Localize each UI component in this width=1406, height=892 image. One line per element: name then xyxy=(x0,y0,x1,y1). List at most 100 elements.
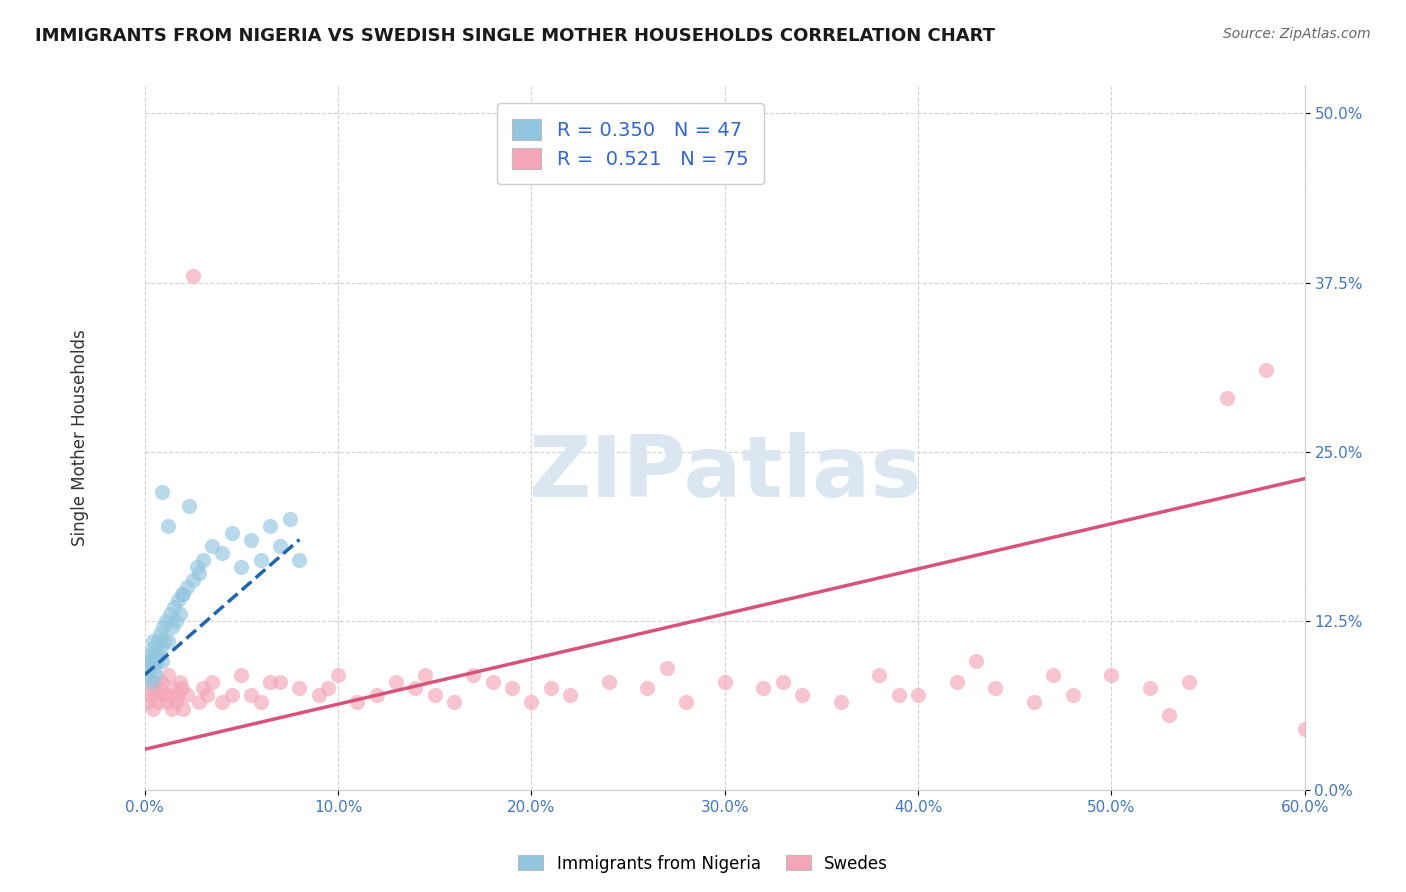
Point xyxy=(558,688,581,702)
Point xyxy=(146,654,169,668)
Point xyxy=(308,688,330,702)
Point xyxy=(443,695,465,709)
Point xyxy=(143,674,166,689)
Point xyxy=(160,620,183,634)
Point xyxy=(155,695,177,709)
Point xyxy=(148,648,170,662)
Point xyxy=(172,587,194,601)
Point xyxy=(211,695,233,709)
Point xyxy=(172,701,194,715)
Point xyxy=(170,587,193,601)
Point xyxy=(156,634,179,648)
Point xyxy=(1022,695,1045,709)
Point xyxy=(481,674,503,689)
Point xyxy=(169,607,191,621)
Point xyxy=(221,688,243,702)
Point xyxy=(148,695,170,709)
Point xyxy=(598,674,620,689)
Point xyxy=(136,661,159,675)
Legend: Immigrants from Nigeria, Swedes: Immigrants from Nigeria, Swedes xyxy=(512,848,894,880)
Point xyxy=(179,499,201,513)
Point xyxy=(176,580,198,594)
Point xyxy=(150,640,173,655)
Point xyxy=(201,539,224,553)
Point xyxy=(326,668,349,682)
Point xyxy=(141,701,163,715)
Point xyxy=(195,688,218,702)
Point xyxy=(139,674,162,689)
Point xyxy=(772,674,794,689)
Point xyxy=(1294,722,1316,736)
Point xyxy=(907,688,929,702)
Point xyxy=(187,566,209,581)
Point xyxy=(149,627,172,641)
Point xyxy=(1139,681,1161,696)
Point xyxy=(945,674,967,689)
Point xyxy=(142,634,165,648)
Point xyxy=(240,688,263,702)
Point xyxy=(463,668,485,682)
Point xyxy=(269,674,291,689)
Text: Source: ZipAtlas.com: Source: ZipAtlas.com xyxy=(1223,27,1371,41)
Point xyxy=(540,681,562,696)
Point xyxy=(159,607,181,621)
Point xyxy=(170,681,193,696)
Point xyxy=(135,695,157,709)
Point xyxy=(288,553,311,567)
Point xyxy=(752,681,775,696)
Point xyxy=(278,512,301,526)
Point xyxy=(156,668,179,682)
Point xyxy=(830,695,852,709)
Point xyxy=(181,268,204,283)
Point xyxy=(153,688,176,702)
Point xyxy=(163,600,186,615)
Point xyxy=(675,695,697,709)
Point xyxy=(249,553,271,567)
Point xyxy=(413,668,436,682)
Point xyxy=(269,539,291,553)
Point xyxy=(1254,363,1277,377)
Point xyxy=(868,668,890,682)
Point xyxy=(145,688,167,702)
Point xyxy=(138,648,160,662)
Point xyxy=(141,654,163,668)
Point xyxy=(145,648,167,662)
Point xyxy=(159,688,181,702)
Point xyxy=(139,681,162,696)
Point xyxy=(655,661,678,675)
Legend: R = 0.350   N = 47, R =  0.521   N = 75: R = 0.350 N = 47, R = 0.521 N = 75 xyxy=(496,103,763,185)
Point xyxy=(249,695,271,709)
Point xyxy=(165,695,187,709)
Point xyxy=(201,674,224,689)
Point xyxy=(165,614,187,628)
Point xyxy=(1042,668,1064,682)
Point xyxy=(166,593,188,607)
Point xyxy=(145,668,167,682)
Point xyxy=(166,688,188,702)
Point xyxy=(346,695,368,709)
Point xyxy=(149,681,172,696)
Text: ZIPatlas: ZIPatlas xyxy=(527,432,921,515)
Point xyxy=(156,519,179,533)
Point xyxy=(160,701,183,715)
Point xyxy=(1099,668,1122,682)
Point xyxy=(423,688,446,702)
Point xyxy=(143,661,166,675)
Point xyxy=(176,688,198,702)
Point xyxy=(965,654,987,668)
Point xyxy=(211,546,233,560)
Point xyxy=(148,634,170,648)
Point xyxy=(169,674,191,689)
Point xyxy=(385,674,408,689)
Point xyxy=(163,681,186,696)
Point xyxy=(187,695,209,709)
Point xyxy=(191,553,214,567)
Point xyxy=(288,681,311,696)
Point xyxy=(231,668,253,682)
Point xyxy=(259,519,281,533)
Point xyxy=(366,688,388,702)
Point xyxy=(1159,708,1181,723)
Point xyxy=(1216,391,1239,405)
Text: IMMIGRANTS FROM NIGERIA VS SWEDISH SINGLE MOTHER HOUSEHOLDS CORRELATION CHART: IMMIGRANTS FROM NIGERIA VS SWEDISH SINGL… xyxy=(35,27,995,45)
Point xyxy=(150,654,173,668)
